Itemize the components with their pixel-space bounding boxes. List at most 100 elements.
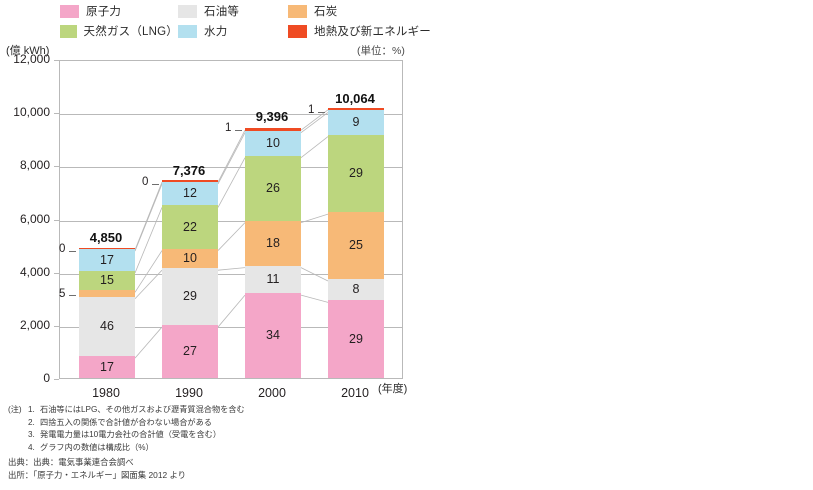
bar-segment[interactable]: 26: [245, 155, 301, 221]
bar-segment[interactable]: 17: [79, 249, 135, 271]
geothermal-outside-label: 0: [142, 175, 149, 188]
connector-line: [134, 326, 163, 359]
footnote-head: (注): [8, 405, 22, 414]
footnote-head-spacer: [8, 442, 28, 455]
x-axis-unit: (年度): [378, 383, 408, 395]
geothermal-outside-label: 1: [225, 122, 232, 135]
connector-line: [217, 294, 246, 328]
y-axis-tick-label: 8,000: [19, 158, 50, 173]
coal-outside-label-1980: 5: [59, 287, 66, 300]
footnote-number: 1.: [28, 405, 35, 414]
y-axis-tick-label: 12,000: [13, 52, 50, 66]
bar-total-label: 9,396: [255, 109, 289, 125]
y-axis-tick-mark: [54, 272, 59, 274]
bar-segment[interactable]: 15: [79, 271, 135, 291]
connector-line: [217, 222, 246, 251]
y-axis-tick-mark: [54, 60, 59, 61]
bar-segment-value: 11: [266, 272, 280, 287]
bar-segment[interactable]: [79, 290, 135, 297]
footnote-row: 4. グラフ内の数値は構成比（%）: [8, 442, 245, 455]
legend-item-geothermal: 地熱及び新エネルギー: [288, 23, 431, 39]
geothermal-leader-dash: [152, 183, 159, 185]
y-axis-tick-mark: [54, 325, 59, 327]
y-axis-tick-mark: [54, 379, 59, 380]
legend-row-2: 天然ガス（LNG） 水力 地熱及び新エネルギー: [60, 22, 620, 40]
x-axis-tick-label: 1990: [175, 386, 203, 400]
legend-swatch-geothermal: [288, 24, 307, 38]
bar-segment[interactable]: 17: [79, 356, 135, 378]
y-axis-tick-mark: [54, 166, 59, 168]
bar-segment[interactable]: 11: [245, 265, 301, 294]
bar-segment[interactable]: [162, 180, 218, 182]
bar-segment-value: 29: [349, 331, 363, 346]
y-axis-tick-label: 6,000: [19, 211, 50, 226]
legend-item-hydro: 水力: [178, 23, 288, 39]
bar-1980[interactable]: 17 46 15 17: [79, 247, 135, 378]
gridline: [60, 114, 402, 116]
gridline: [60, 326, 402, 328]
connector-line: [217, 267, 246, 271]
legend-swatch-coal: [288, 4, 307, 18]
footnote-head-spacer: [8, 417, 28, 430]
value-unit-note: (単位：%): [357, 45, 405, 57]
bar-segment[interactable]: [79, 247, 135, 250]
bar-segment[interactable]: 10: [245, 130, 301, 156]
footnote-text: 石油等にはLPG、その他ガスおよび瀝青質混合物を含む: [40, 405, 245, 414]
bar-segment[interactable]: 25: [328, 212, 384, 280]
bar-2000[interactable]: 34 11 18 26 10: [245, 128, 301, 378]
footnotes: (注) 1. 石油等にはLPG、その他ガスおよび瀝青質混合物を含む 2. 四捨五…: [8, 404, 245, 454]
coal-leader-dash-1980: [69, 294, 76, 296]
plot-area: 17 46 15 17 27 29 10 22 12 34 11 18 26 10 29 8 25 29 9: [59, 60, 403, 379]
bar-segment[interactable]: 18: [245, 220, 301, 266]
bar-segment[interactable]: 29: [162, 268, 218, 326]
bar-segment[interactable]: 29: [328, 300, 384, 378]
legend-item-coal: 石炭: [288, 3, 337, 19]
bar-segment-value: 15: [100, 273, 114, 288]
legend-label-coal: 石炭: [314, 6, 338, 18]
legend-label-oil: 石油等: [204, 6, 240, 18]
gridline: [60, 220, 402, 222]
x-axis-tick-label: 2000: [258, 386, 286, 400]
bar-segment[interactable]: 46: [79, 296, 135, 357]
y-axis-unit: (億 kWh): [6, 45, 50, 57]
bar-segment[interactable]: [328, 107, 384, 111]
y-axis-tick-label: 4,000: [19, 264, 50, 279]
connector-line: [300, 294, 329, 303]
bar-segment-value: 27: [183, 344, 197, 359]
bar-segment-value: 29: [183, 289, 197, 304]
bar-2010[interactable]: 29 8 25 29 9: [328, 107, 384, 378]
bar-segment[interactable]: 29: [328, 134, 384, 213]
bar-segment[interactable]: 34: [245, 293, 301, 378]
bar-segment[interactable]: [245, 128, 301, 131]
bar-segment-value: 18: [266, 235, 280, 250]
footnote-text: グラフ内の数値は構成比（%）: [40, 442, 154, 452]
bar-segment[interactable]: 27: [162, 325, 218, 378]
y-axis-tick-mark: [54, 219, 59, 221]
bar-segment[interactable]: 9: [328, 110, 384, 135]
bar-segment[interactable]: 22: [162, 205, 218, 249]
legend-label-hydro: 水力: [204, 26, 228, 38]
bar-segment-value: 46: [100, 319, 114, 334]
bar-total-label: 7,376: [172, 162, 206, 178]
y-axis-tick-label: 10,000: [13, 105, 50, 120]
bar-segment-value: 10: [266, 135, 280, 150]
bar-segment[interactable]: 10: [162, 248, 218, 269]
source-block: 出典：出典：電気事業連合会調べ 出所：「原子力・エネルギー」図面集 2012 よ…: [8, 456, 186, 482]
bar-segment[interactable]: 12: [162, 181, 218, 206]
legend-row-1: 原子力 石油等 石炭: [60, 2, 620, 20]
legend-swatch-nuclear: [60, 4, 79, 18]
legend-swatch-oil: [178, 4, 197, 18]
bar-segment-value: 22: [183, 219, 197, 234]
legend-item-lng: 天然ガス（LNG）: [60, 23, 178, 39]
source-line-2: 出所：「原子力・エネルギー」図面集 2012 より: [8, 470, 187, 480]
bar-segment[interactable]: 8: [328, 279, 384, 301]
bar-segment-value: 29: [349, 166, 363, 181]
bar-segment-value: 34: [266, 328, 280, 343]
bar-segment-value: 12: [183, 186, 197, 201]
legend-swatch-lng: [60, 24, 77, 38]
geothermal-outside-label: 1: [308, 104, 315, 117]
bar-segment-value: 25: [349, 238, 363, 253]
bar-1990[interactable]: 27 29 10 22 12: [162, 180, 218, 378]
footnote-row: 2. 四捨五入の関係で合計値が合わない場合がある: [8, 417, 245, 430]
geothermal-outside-label: 0: [59, 243, 66, 256]
